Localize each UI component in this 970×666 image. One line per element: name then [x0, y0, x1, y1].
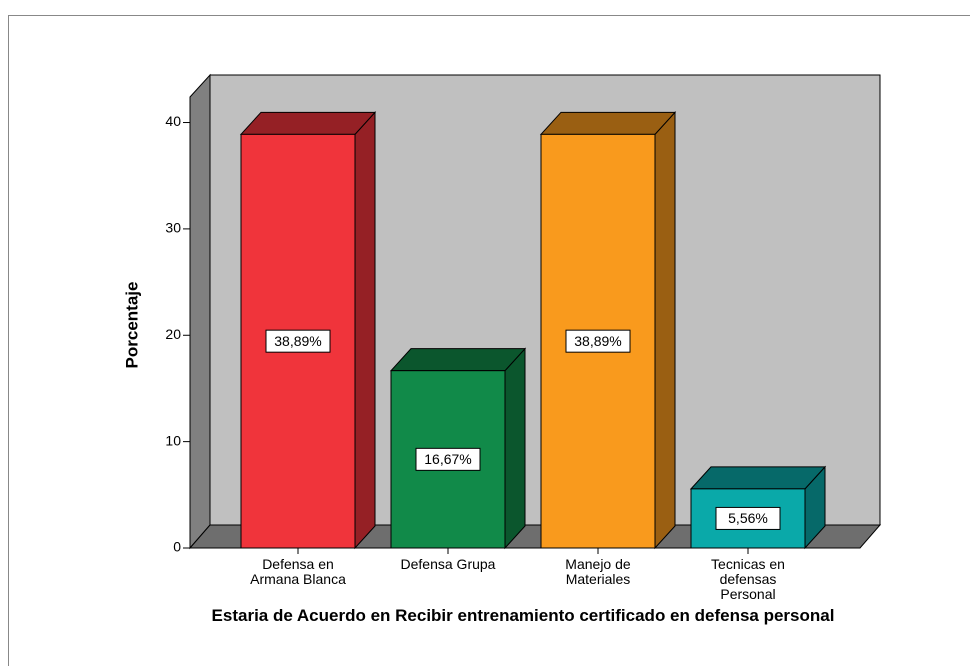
value-label: 38,89% [574, 333, 621, 349]
value-label-box [565, 329, 631, 353]
bar-top [539, 111, 677, 135]
x-tick-label: Manejo de Materiales [565, 556, 631, 587]
bar-top [389, 348, 527, 372]
y-tick-label: 30 [165, 220, 181, 236]
x-tick-label: Tecnicas en defensas Personal [711, 556, 785, 602]
bar-top [689, 466, 827, 490]
value-label: 38,89% [274, 333, 321, 349]
y-axis-label: Porcentaje [122, 282, 141, 369]
y-tick-label: 10 [165, 432, 181, 448]
value-label-box [715, 506, 781, 530]
y-tick-label: 40 [165, 113, 181, 129]
bar-side [354, 111, 376, 550]
x-axis-title: Estaria de Acuerdo en Recibir entrenamie… [211, 606, 835, 625]
bar-top [239, 111, 377, 135]
y-tick-label: 0 [173, 539, 181, 555]
y-tick-label: 20 [165, 326, 181, 342]
bar-side [504, 347, 526, 550]
value-label: 5,56% [728, 510, 768, 526]
x-tick-label: Defensa en Armana Blanca [250, 556, 346, 587]
x-tick-label: Defensa Grupa [400, 556, 496, 572]
value-label: 16,67% [424, 451, 471, 467]
value-label-box [415, 447, 481, 471]
value-label-box [265, 329, 331, 353]
bar-side [654, 111, 676, 550]
side-wall [189, 73, 211, 550]
